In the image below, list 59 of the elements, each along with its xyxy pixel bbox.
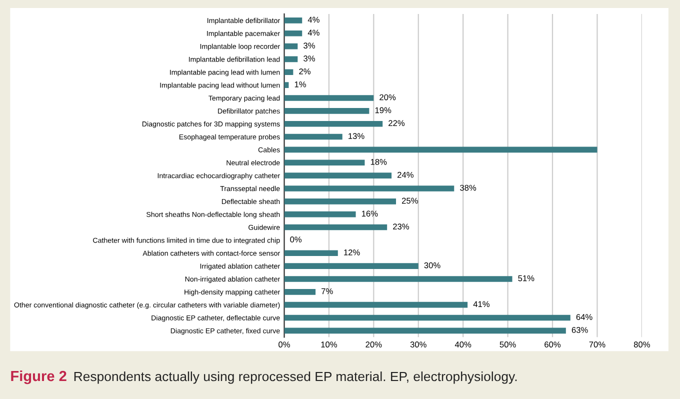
data-label: 51% <box>518 275 534 282</box>
x-tick-label: 0% <box>278 342 290 348</box>
bar <box>284 314 570 321</box>
x-tick-label: 40% <box>454 342 472 348</box>
data-label: 25% <box>402 198 418 204</box>
data-label: 18% <box>370 158 387 165</box>
bar <box>284 56 298 62</box>
bar <box>284 30 302 36</box>
bar <box>284 120 383 127</box>
bar <box>284 69 294 76</box>
data-label: 4% <box>308 30 320 36</box>
x-tick-label: 70% <box>589 342 606 348</box>
text: Respondents actually using reprocessed EP material. EP, electrophysiology. <box>74 371 517 384</box>
data-label: 1% <box>294 81 306 88</box>
bar <box>284 172 392 178</box>
bar <box>284 82 289 88</box>
bar <box>284 289 316 295</box>
data-label: 63% <box>572 327 588 333</box>
bar <box>284 134 342 140</box>
bar <box>284 263 418 269</box>
data-label: 13% <box>348 133 364 140</box>
x-tick-label: 30% <box>410 342 426 348</box>
bar <box>284 108 370 114</box>
data-label: 24% <box>398 172 414 178</box>
bar <box>284 146 598 153</box>
data-label: 19% <box>375 107 392 114</box>
data-label: 38% <box>460 184 476 191</box>
data-label: 2% <box>299 68 310 74</box>
x-tick-label: 10% <box>321 342 337 348</box>
bar <box>284 211 356 218</box>
data-label: 20% <box>380 94 396 100</box>
data-label: 64% <box>576 314 592 320</box>
x-tick-label: 80% <box>634 342 650 348</box>
data-label: 3% <box>304 42 315 49</box>
bar <box>284 160 365 166</box>
data-label: 22% <box>388 120 405 126</box>
bar <box>284 302 468 308</box>
caption: Figure 2 <box>11 370 66 384</box>
data-label: 7% <box>322 288 333 294</box>
x-tick-label: 20% <box>366 342 382 348</box>
bar <box>284 198 396 204</box>
x-tick-label: 50% <box>500 342 516 348</box>
bar <box>284 95 374 101</box>
data-label: 12% <box>344 249 360 256</box>
bar <box>284 250 338 256</box>
data-label: 30% <box>424 262 440 268</box>
bar <box>284 224 388 230</box>
bar <box>284 43 298 50</box>
data-label: 23% <box>393 224 410 230</box>
bar <box>284 186 454 192</box>
data-label: 41% <box>473 301 490 308</box>
data-label: 16% <box>362 210 378 217</box>
bar <box>284 328 566 334</box>
x-tick-label: 60% <box>544 342 561 348</box>
data-label: 3% <box>304 56 315 62</box>
bar <box>284 18 302 24</box>
data-label: 4% <box>308 16 320 23</box>
data-label: 0% <box>290 236 302 242</box>
bar <box>284 276 512 282</box>
